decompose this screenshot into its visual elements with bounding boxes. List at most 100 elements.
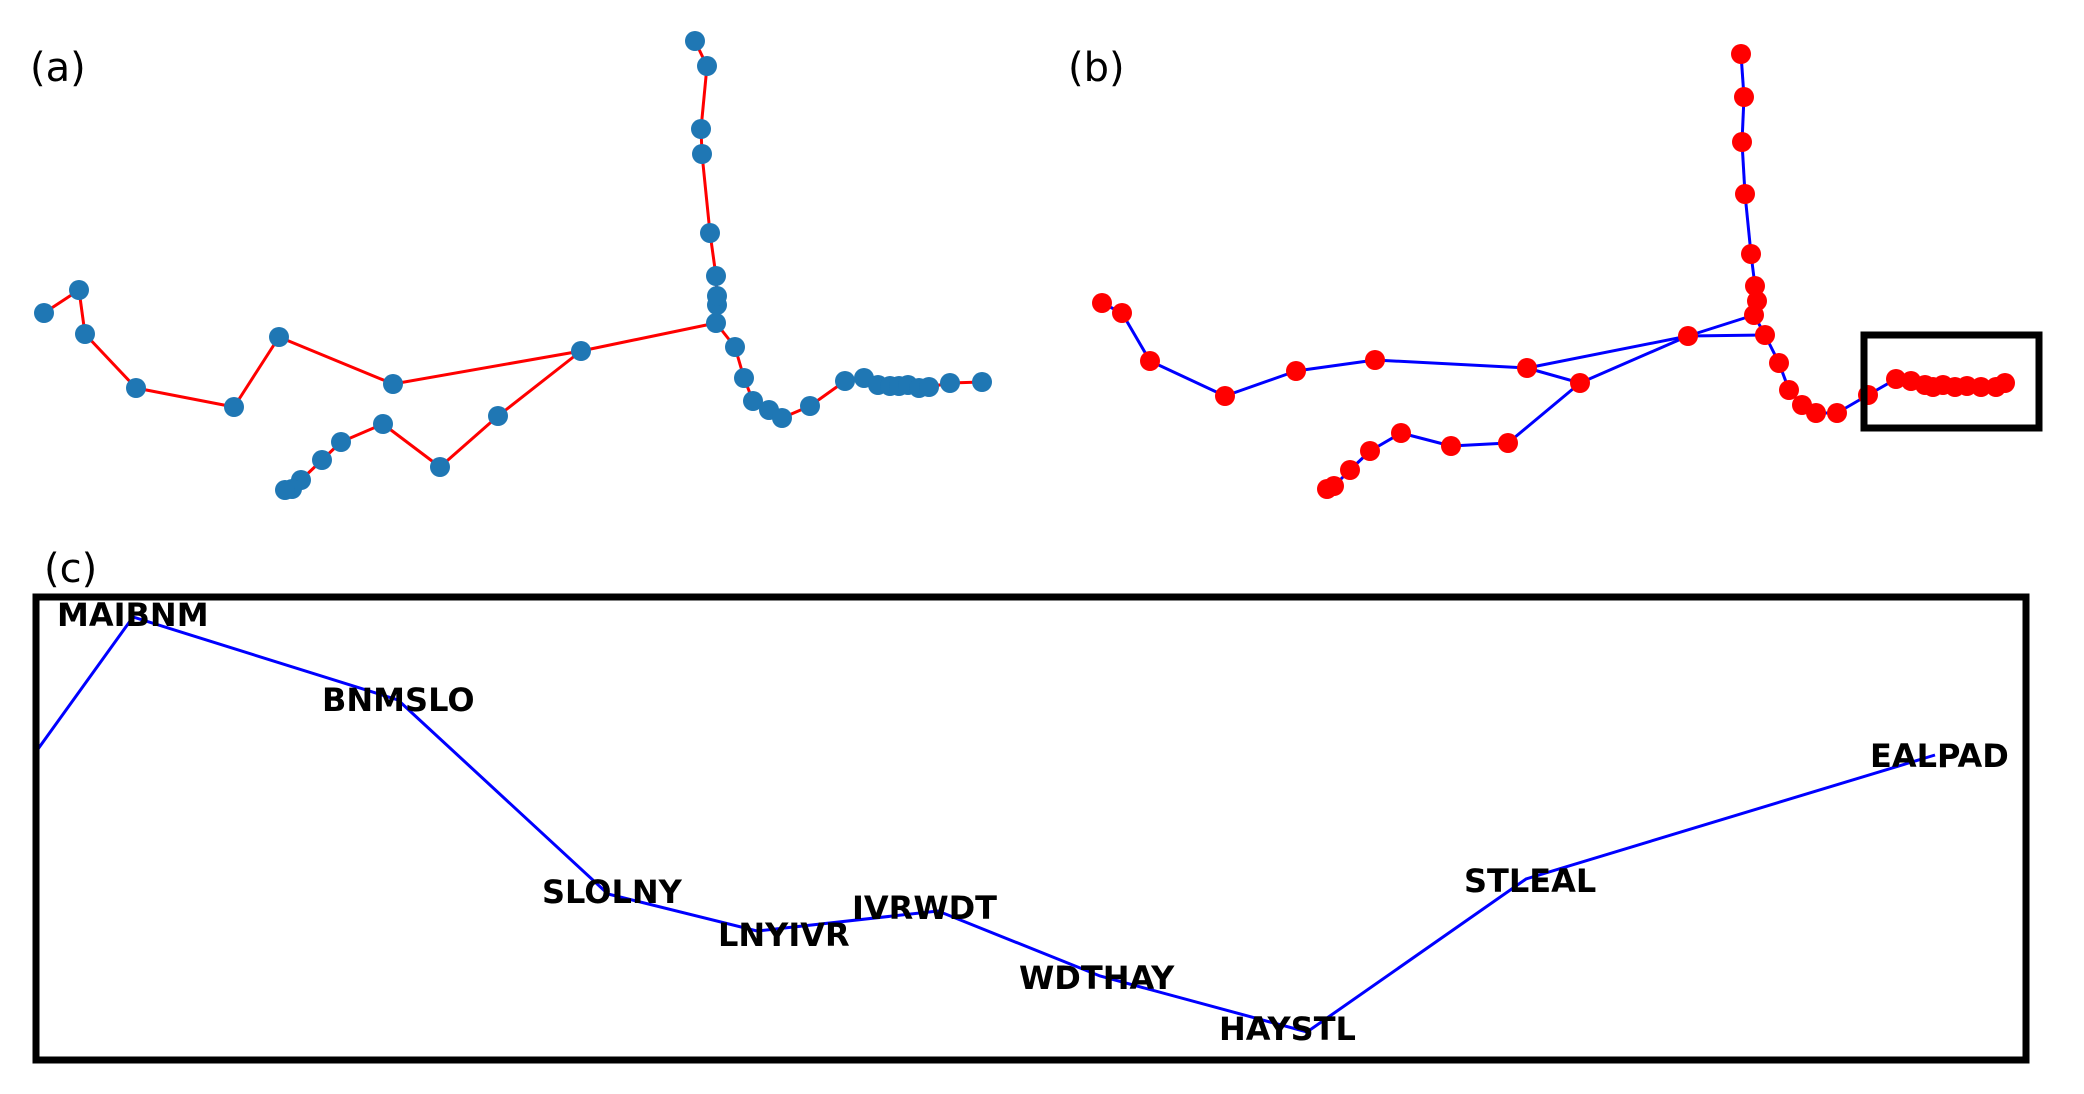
panel-b-node <box>1570 373 1590 393</box>
panel-b-node <box>1769 353 1789 373</box>
panel-a-node <box>571 341 591 361</box>
panel-a-node <box>700 223 720 243</box>
panel-a-node <box>383 374 403 394</box>
panel-b-node <box>1112 303 1132 323</box>
station-label-bnmslo: BNMSLO <box>322 681 475 719</box>
panel-b-edge <box>1374 358 1528 370</box>
panel-a-edge <box>580 321 717 353</box>
panel-b-node <box>1215 386 1235 406</box>
panel-b-node <box>1806 403 1826 423</box>
station-label-slolny: SLOLNY <box>542 873 683 911</box>
panel-b-node <box>1517 358 1537 378</box>
panel-b-node <box>1827 403 1847 423</box>
panel-b-edge <box>1224 369 1297 398</box>
panel-a-node <box>772 408 792 428</box>
panel-b-node <box>1745 276 1765 296</box>
panel-a-network <box>34 31 992 500</box>
panel-b-node <box>1365 350 1385 370</box>
panel-a-node <box>331 432 351 452</box>
panel-a-edge <box>439 414 499 469</box>
panel-a-node <box>69 280 89 300</box>
station-label-wdthay: WDTHAY <box>1019 959 1175 997</box>
panel-b-node <box>1971 377 1991 397</box>
panel-b-edges <box>1101 53 2006 491</box>
panel-a-edge <box>83 332 138 390</box>
panel-a-node <box>269 327 289 347</box>
panel-a-edge <box>497 349 582 418</box>
panel-b-node <box>1092 293 1112 313</box>
panel-a-label: (a) <box>30 45 86 91</box>
panel-a-node <box>725 337 745 357</box>
panel-b-node <box>1741 244 1761 264</box>
panel-a-node <box>75 324 95 344</box>
panel-a-node <box>488 406 508 426</box>
panel-a-edge <box>699 65 709 130</box>
panel-b-node <box>1732 132 1752 152</box>
panel-a-node <box>685 31 705 51</box>
panel-b-node <box>1340 460 1360 480</box>
panel-a-node <box>275 480 295 500</box>
panel-a-node <box>919 377 939 397</box>
panel-a-edge <box>392 349 582 386</box>
panel-a-node <box>706 266 726 286</box>
panel-b-edge <box>1687 333 1766 338</box>
panel-b-node <box>1995 373 2015 393</box>
panel-b-edge <box>1526 334 1689 370</box>
panel-b-network <box>1092 44 2043 499</box>
panel-a-node <box>34 303 54 323</box>
panel-b-node <box>1734 87 1754 107</box>
panel-b-node <box>1731 44 1751 64</box>
panel-b-edge <box>1579 334 1689 385</box>
panel-a-node <box>126 378 146 398</box>
zoom-box <box>1860 331 2043 432</box>
panel-b-node <box>1735 184 1755 204</box>
panel-b-node <box>1391 423 1411 443</box>
panel-a-node <box>697 56 717 76</box>
panel-b-label: (b) <box>1068 45 1125 91</box>
panel-a-node <box>224 397 244 417</box>
panel-a-node <box>707 286 727 306</box>
station-label-stleal: STLEAL <box>1464 862 1596 900</box>
panel-a-node <box>835 371 855 391</box>
panel-b-nodes <box>1092 44 2015 499</box>
panel-a-node <box>940 373 960 393</box>
panel-b-node <box>1678 326 1698 346</box>
panel-b-edge <box>1507 381 1581 445</box>
panel-b-node <box>1498 433 1518 453</box>
panel-b-edge <box>1149 359 1226 398</box>
station-label-ealpad: EALPAD <box>1870 737 2009 775</box>
panel-a-node <box>373 414 393 434</box>
panel-b-node <box>1441 436 1461 456</box>
panel-a-node <box>743 391 763 411</box>
panel-c-path <box>36 615 1936 1034</box>
panel-b-node <box>1317 479 1337 499</box>
panel-b-node <box>1886 369 1906 389</box>
panel-a-node <box>972 372 992 392</box>
station-label-lnyivr: LNYIVR <box>718 916 850 954</box>
panel-b-node <box>1755 325 1775 345</box>
station-label-ivrwdt: IVRWDT <box>852 889 997 927</box>
panel-b-edge <box>1687 313 1755 338</box>
panel-a-node <box>734 368 754 388</box>
panel-a-edge <box>278 335 394 386</box>
panel-a-node <box>800 396 820 416</box>
panel-a-node <box>430 457 450 477</box>
panel-a-node <box>706 313 726 333</box>
panel-a-edge <box>135 386 235 409</box>
panel-a-nodes <box>34 31 992 500</box>
panel-a-edge <box>700 153 712 234</box>
panel-b-node <box>1747 291 1767 311</box>
panel-a-node <box>312 450 332 470</box>
panel-a-edges <box>43 40 983 492</box>
panel-c-label: (c) <box>44 546 97 592</box>
panel-b-node <box>1286 361 1306 381</box>
panel-a-node <box>692 144 712 164</box>
panel-a-edge <box>232 336 281 408</box>
station-label-maibnm: MAIBNM <box>57 596 209 634</box>
panel-b-edge <box>1743 193 1753 255</box>
panel-a-edge <box>382 422 441 469</box>
panel-c-frame <box>32 593 2030 1064</box>
